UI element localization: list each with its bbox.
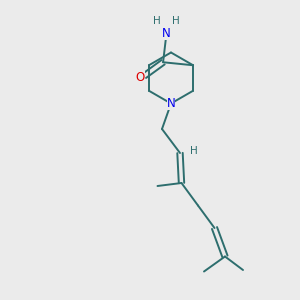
Text: O: O (135, 71, 145, 84)
Text: H: H (153, 16, 160, 26)
Text: N: N (167, 97, 176, 110)
Text: N: N (162, 27, 170, 40)
Text: H: H (190, 146, 197, 157)
Text: H: H (172, 16, 180, 26)
